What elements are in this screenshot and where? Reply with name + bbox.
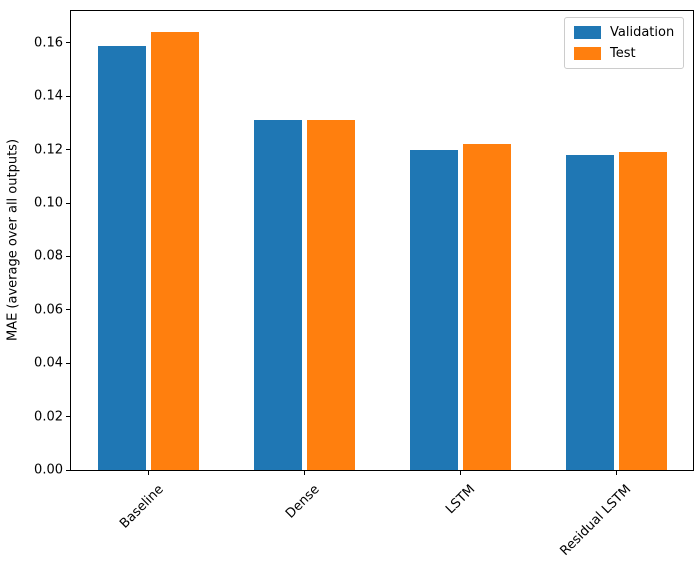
bar-validation-dense	[253, 120, 302, 470]
y-tick-mark	[66, 416, 70, 418]
bar-test-residual-lstm	[618, 152, 667, 470]
y-tick-mark	[66, 309, 70, 311]
y-tick-label: 0.14	[34, 88, 63, 104]
bar-validation-residual-lstm	[565, 154, 614, 470]
bar-test-dense	[306, 120, 355, 470]
x-tick-label: LSTM	[443, 482, 479, 518]
y-tick-mark	[66, 95, 70, 97]
x-tick-mark	[615, 471, 617, 475]
y-tick-label: 0.12	[34, 142, 63, 158]
x-tick-mark	[147, 471, 149, 475]
x-tick-mark	[303, 471, 305, 475]
bar-test-baseline	[150, 32, 199, 470]
y-tick-mark	[66, 362, 70, 364]
test-series-swatch	[574, 47, 601, 60]
validation-series-swatch	[574, 26, 601, 39]
x-tick-mark	[459, 471, 461, 475]
legend-item-test: Test	[574, 46, 674, 61]
bar-validation-baseline	[97, 45, 146, 470]
legend-item-validation: Validation	[574, 25, 674, 40]
y-tick-label: 0.00	[34, 462, 63, 478]
y-tick-mark	[66, 202, 70, 204]
y-tick-label: 0.04	[34, 355, 63, 371]
y-tick-label: 0.08	[34, 248, 63, 264]
bar-test-lstm	[462, 144, 511, 470]
y-tick-mark	[66, 469, 70, 471]
bar-validation-lstm	[409, 149, 458, 470]
y-tick-mark	[66, 149, 70, 151]
x-tick-label: Dense	[282, 482, 323, 522]
legend-label-validation: Validation	[610, 25, 675, 40]
x-tick-label: Baseline	[117, 482, 167, 532]
y-tick-label: 0.06	[34, 302, 63, 318]
y-tick-label: 0.02	[34, 409, 63, 425]
legend: Validation Test	[564, 17, 685, 69]
y-tick-mark	[66, 255, 70, 257]
x-tick-label: Residual LSTM	[557, 482, 635, 559]
y-tick-label: 0.16	[34, 35, 63, 51]
y-axis-label: MAE (average over all outputs)	[5, 138, 21, 342]
legend-label-test: Test	[610, 46, 636, 61]
y-tick-label: 0.10	[34, 195, 63, 211]
y-tick-mark	[66, 42, 70, 44]
